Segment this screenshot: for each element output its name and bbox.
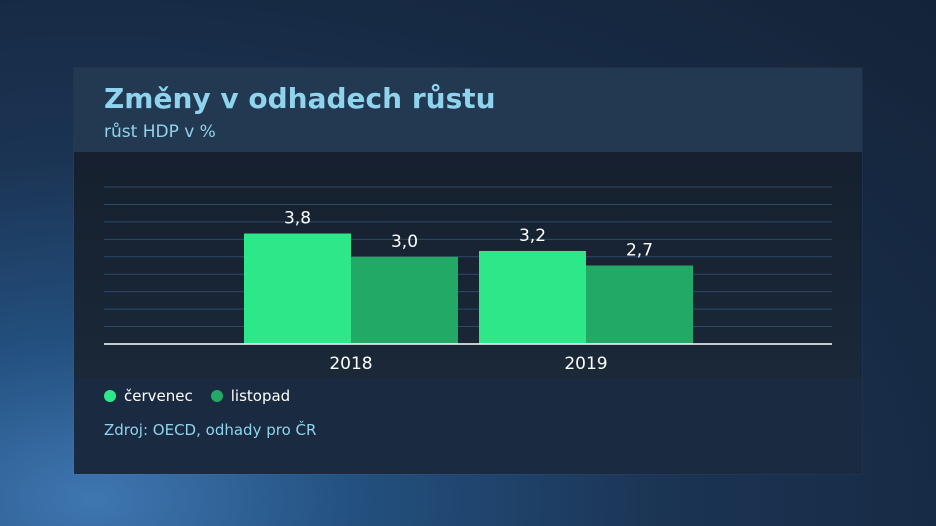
- x-tick-label: 2018: [329, 354, 372, 374]
- legend-item-cervenec: červenec: [104, 387, 193, 405]
- legend-label-cervenec: červenec: [124, 387, 193, 405]
- legend-item-listopad: listopad: [210, 387, 291, 405]
- bar-červenec-2018: [244, 233, 351, 344]
- x-tick-label: 2019: [564, 354, 607, 374]
- bar-červenec-2019: [479, 250, 586, 344]
- bar-listopad-2018: [351, 256, 458, 344]
- chart-header: Změny v odhadech růstu růst HDP v %: [74, 68, 862, 152]
- chart-card: Změny v odhadech růstu růst HDP v % 3,8 3…: [74, 68, 862, 474]
- data-label: 3,8: [284, 209, 311, 229]
- data-label: 2,7: [626, 241, 653, 261]
- chart-area: 3,8 3,0 2018 3,2 2,7 2019: [74, 152, 862, 378]
- data-label: 3,0: [391, 232, 418, 252]
- bar-listopad-2019: [586, 265, 693, 344]
- chart-title: Změny v odhadech růstu: [104, 82, 496, 115]
- chart-subtitle: růst HDP v %: [104, 122, 216, 142]
- bar-chart: 3,8 3,0 2018 3,2 2,7 2019: [104, 186, 832, 374]
- data-label: 3,2: [519, 226, 546, 246]
- legend-label-listopad: listopad: [230, 387, 291, 405]
- legend-swatch-cervenec: [104, 390, 116, 402]
- legend: červenec listopad: [104, 386, 290, 406]
- legend-swatch-listopad: [210, 390, 223, 402]
- source-note: Zdroj: OECD, odhady pro ČR: [104, 421, 317, 439]
